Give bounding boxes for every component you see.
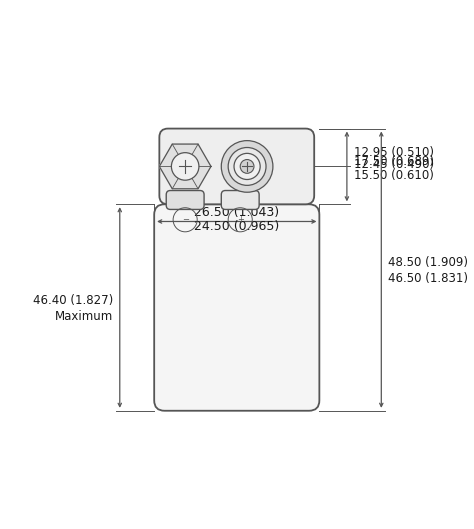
Text: 48.50 (1.909): 48.50 (1.909) [388,256,468,269]
Text: +: + [237,215,244,224]
Text: 24.50 (0.965): 24.50 (0.965) [194,220,279,233]
Circle shape [234,153,260,179]
FancyBboxPatch shape [166,190,204,209]
Text: 46.40 (1.827): 46.40 (1.827) [33,294,113,307]
Text: 12.45 (0.490): 12.45 (0.490) [354,158,434,171]
Text: Maximum: Maximum [55,309,113,323]
Text: −: − [182,215,189,224]
Polygon shape [159,144,211,189]
FancyBboxPatch shape [159,129,314,204]
Text: 26.50 (1.043): 26.50 (1.043) [194,206,279,220]
Circle shape [240,160,254,174]
FancyBboxPatch shape [221,190,259,209]
Circle shape [221,141,273,192]
FancyBboxPatch shape [154,204,319,411]
Circle shape [172,153,199,180]
Text: 17.50 (0.689): 17.50 (0.689) [354,155,434,168]
Text: 12.95 (0.510): 12.95 (0.510) [354,146,434,159]
Text: 15.50 (0.610): 15.50 (0.610) [354,169,434,181]
Text: 46.50 (1.831): 46.50 (1.831) [388,272,468,285]
Circle shape [228,148,266,185]
